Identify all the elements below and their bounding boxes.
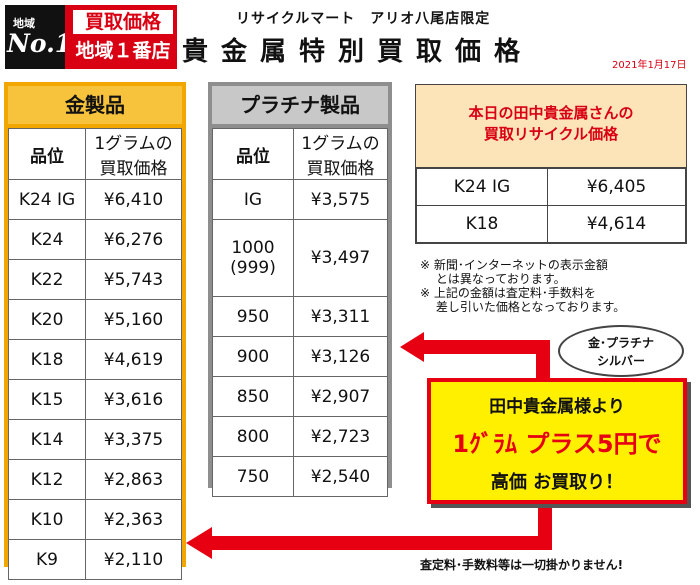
platinum-grade-cell: 750 (212, 456, 294, 497)
gold-price-cell: ¥2,863 (85, 459, 182, 500)
gold-price-cell: ¥2,363 (85, 499, 182, 540)
gold-row: K10 ¥2,363 (8, 499, 182, 540)
badge-line1: 買取価格 (73, 10, 173, 34)
gold-price-cell: ¥2,110 (85, 539, 182, 580)
platinum-row: 850 ¥2,907 (212, 376, 388, 417)
today-heading: 本日の田中貴金属さんの 買取リサイクル価格 (416, 85, 686, 168)
arrow-to-platinum-900 (400, 332, 550, 380)
badge-line2: 地域１番店 (75, 40, 171, 62)
note-line: ※ 新聞･インターネットの表示金額 (420, 258, 608, 272)
gold-col-grade: 品位 (8, 128, 86, 180)
platinum-col-grade: 品位 (212, 128, 294, 180)
platinum-row: 800 ¥2,723 (212, 416, 388, 457)
gold-price-cell: ¥6,410 (85, 179, 182, 220)
today-row: K18 ¥4,614 (416, 205, 687, 243)
gold-heading: 金製品 (8, 86, 182, 128)
gold-row: K24 ¥6,276 (8, 219, 182, 260)
platinum-grade-cell: 1000 (999) (212, 219, 294, 297)
platinum-price-cell: ¥3,497 (293, 219, 388, 297)
gold-grade-cell: K18 (8, 339, 86, 380)
badge-red-block: 買取価格 地域１番店 (65, 5, 177, 69)
gold-price-cell: ¥6,276 (85, 219, 182, 260)
platinum-price-cell: ¥2,723 (293, 416, 388, 457)
platinum-grade-cell: IG (212, 179, 294, 220)
gold-price-cell: ¥5,743 (85, 259, 182, 300)
gold-row: K24 IG ¥6,410 (8, 179, 182, 220)
gold-row: K18 ¥4,619 (8, 339, 182, 380)
platinum-grade-cell: 800 (212, 416, 294, 457)
gold-grade-cell: K9 (8, 539, 86, 580)
today-row: K24 IG ¥6,405 (416, 168, 687, 206)
bonus-callout: 田中貴金属様より 1ｸﾞﾗﾑ プラス5円で 高価 お買取り！ (427, 378, 687, 504)
arrow-to-gold-k9 (186, 500, 552, 559)
date-label: 2021年1月17日 (612, 60, 687, 71)
metal-types-bubble: 金･プラチナ シルバー (558, 325, 684, 377)
gold-price-table: 品位 1グラムの買取価格 K24 IG ¥6,410 K24 ¥6,276 K22 ¥5,… (8, 128, 182, 580)
callout-line1: 田中貴金属様より (489, 397, 625, 417)
gold-row: K15 ¥3,616 (8, 379, 182, 420)
gold-row: K12 ¥2,863 (8, 459, 182, 500)
today-price-cell: ¥4,614 (546, 205, 687, 243)
platinum-row: 750 ¥2,540 (212, 456, 388, 497)
today-heading-line2: 買取リサイクル価格 (483, 125, 619, 143)
badge-area-label: 地域 (13, 17, 35, 30)
today-price-cell: ¥6,405 (546, 168, 687, 206)
gold-col-price: 1グラムの買取価格 (85, 128, 182, 180)
today-heading-line1: 本日の田中貴金属さんの (468, 104, 634, 122)
gold-price-cell: ¥4,619 (85, 339, 182, 380)
gold-grade-cell: K22 (8, 259, 86, 300)
note-line: 差し引いた価格となっております。 (420, 300, 626, 314)
notes: ※ 新聞･インターネットの表示金額 とは異なっております。 ※ 上記の金額は査定… (420, 258, 690, 314)
page-title: 貴金属特別買取価格 (182, 37, 534, 67)
callout-line2: 1ｸﾞﾗﾑ プラス5円で (452, 430, 662, 458)
gold-grade-cell: K24 IG (8, 179, 86, 220)
platinum-price-cell: ¥2,540 (293, 456, 388, 497)
bubble-line2: シルバー (596, 354, 645, 368)
platinum-grade-cell: 850 (212, 376, 294, 417)
note-line: とは異なっております。 (420, 272, 566, 286)
platinum-row: 900 ¥3,126 (212, 336, 388, 377)
platinum-price-table: 品位 1グラムの買取価格 IG ¥3,575 1000 (999) ¥3,497 950… (212, 128, 388, 497)
platinum-grade-cell: 950 (212, 296, 294, 337)
platinum-heading: プラチナ製品 (212, 86, 388, 128)
platinum-row: 1000 (999) ¥3,497 (212, 219, 388, 297)
today-price-table: K24 IG ¥6,405 K18 ¥4,614 (416, 168, 687, 243)
callout-line3: 高価 お買取り！ (490, 472, 624, 493)
platinum-row: 950 ¥3,311 (212, 296, 388, 337)
gold-row: K22 ¥5,743 (8, 259, 182, 300)
badge-no1-label: No.1 (7, 29, 73, 58)
gold-grade-cell: K20 (8, 299, 86, 340)
store-name: リサイクルマート アリオ八尾店限定 (236, 11, 491, 27)
platinum-price-cell: ¥3,575 (293, 179, 388, 220)
gold-price-cell: ¥3,375 (85, 419, 182, 460)
today-grade-cell: K18 (416, 205, 548, 243)
platinum-grade-cell: 900 (212, 336, 294, 377)
gold-price-cell: ¥3,616 (85, 379, 182, 420)
note-line: ※ 上記の金額は査定料･手数料を (420, 286, 596, 300)
platinum-price-cell: ¥3,311 (293, 296, 388, 337)
gold-row: K14 ¥3,375 (8, 419, 182, 460)
footer-note: 査定料･手数料等は一切掛かりません! (420, 558, 624, 572)
gold-grade-cell: K15 (8, 379, 86, 420)
platinum-row: IG ¥3,575 (212, 179, 388, 220)
today-price-panel: 本日の田中貴金属さんの 買取リサイクル価格 K24 IG ¥6,405 K18 ¥4,… (415, 84, 687, 244)
gold-grade-cell: K10 (8, 499, 86, 540)
gold-grade-cell: K14 (8, 419, 86, 460)
platinum-price-panel: プラチナ製品 品位 1グラムの買取価格 IG ¥3,575 1000 (999) ¥3… (208, 82, 392, 497)
platinum-price-cell: ¥2,907 (293, 376, 388, 417)
gold-grade-cell: K24 (8, 219, 86, 260)
no1-block: 地域 No.1 (5, 5, 72, 69)
bubble-line1: 金･プラチナ (587, 336, 654, 350)
gold-price-panel: 金製品 品位 1グラムの買取価格 K24 IG ¥6,410 K24 ¥6,276 K2… (4, 82, 186, 580)
area-no1-badge: 地域 No.1 買取価格 地域１番店 (5, 5, 177, 69)
platinum-price-cell: ¥3,126 (293, 336, 388, 377)
gold-row: K9 ¥2,110 (8, 539, 182, 580)
platinum-col-price: 1グラムの買取価格 (293, 128, 388, 180)
